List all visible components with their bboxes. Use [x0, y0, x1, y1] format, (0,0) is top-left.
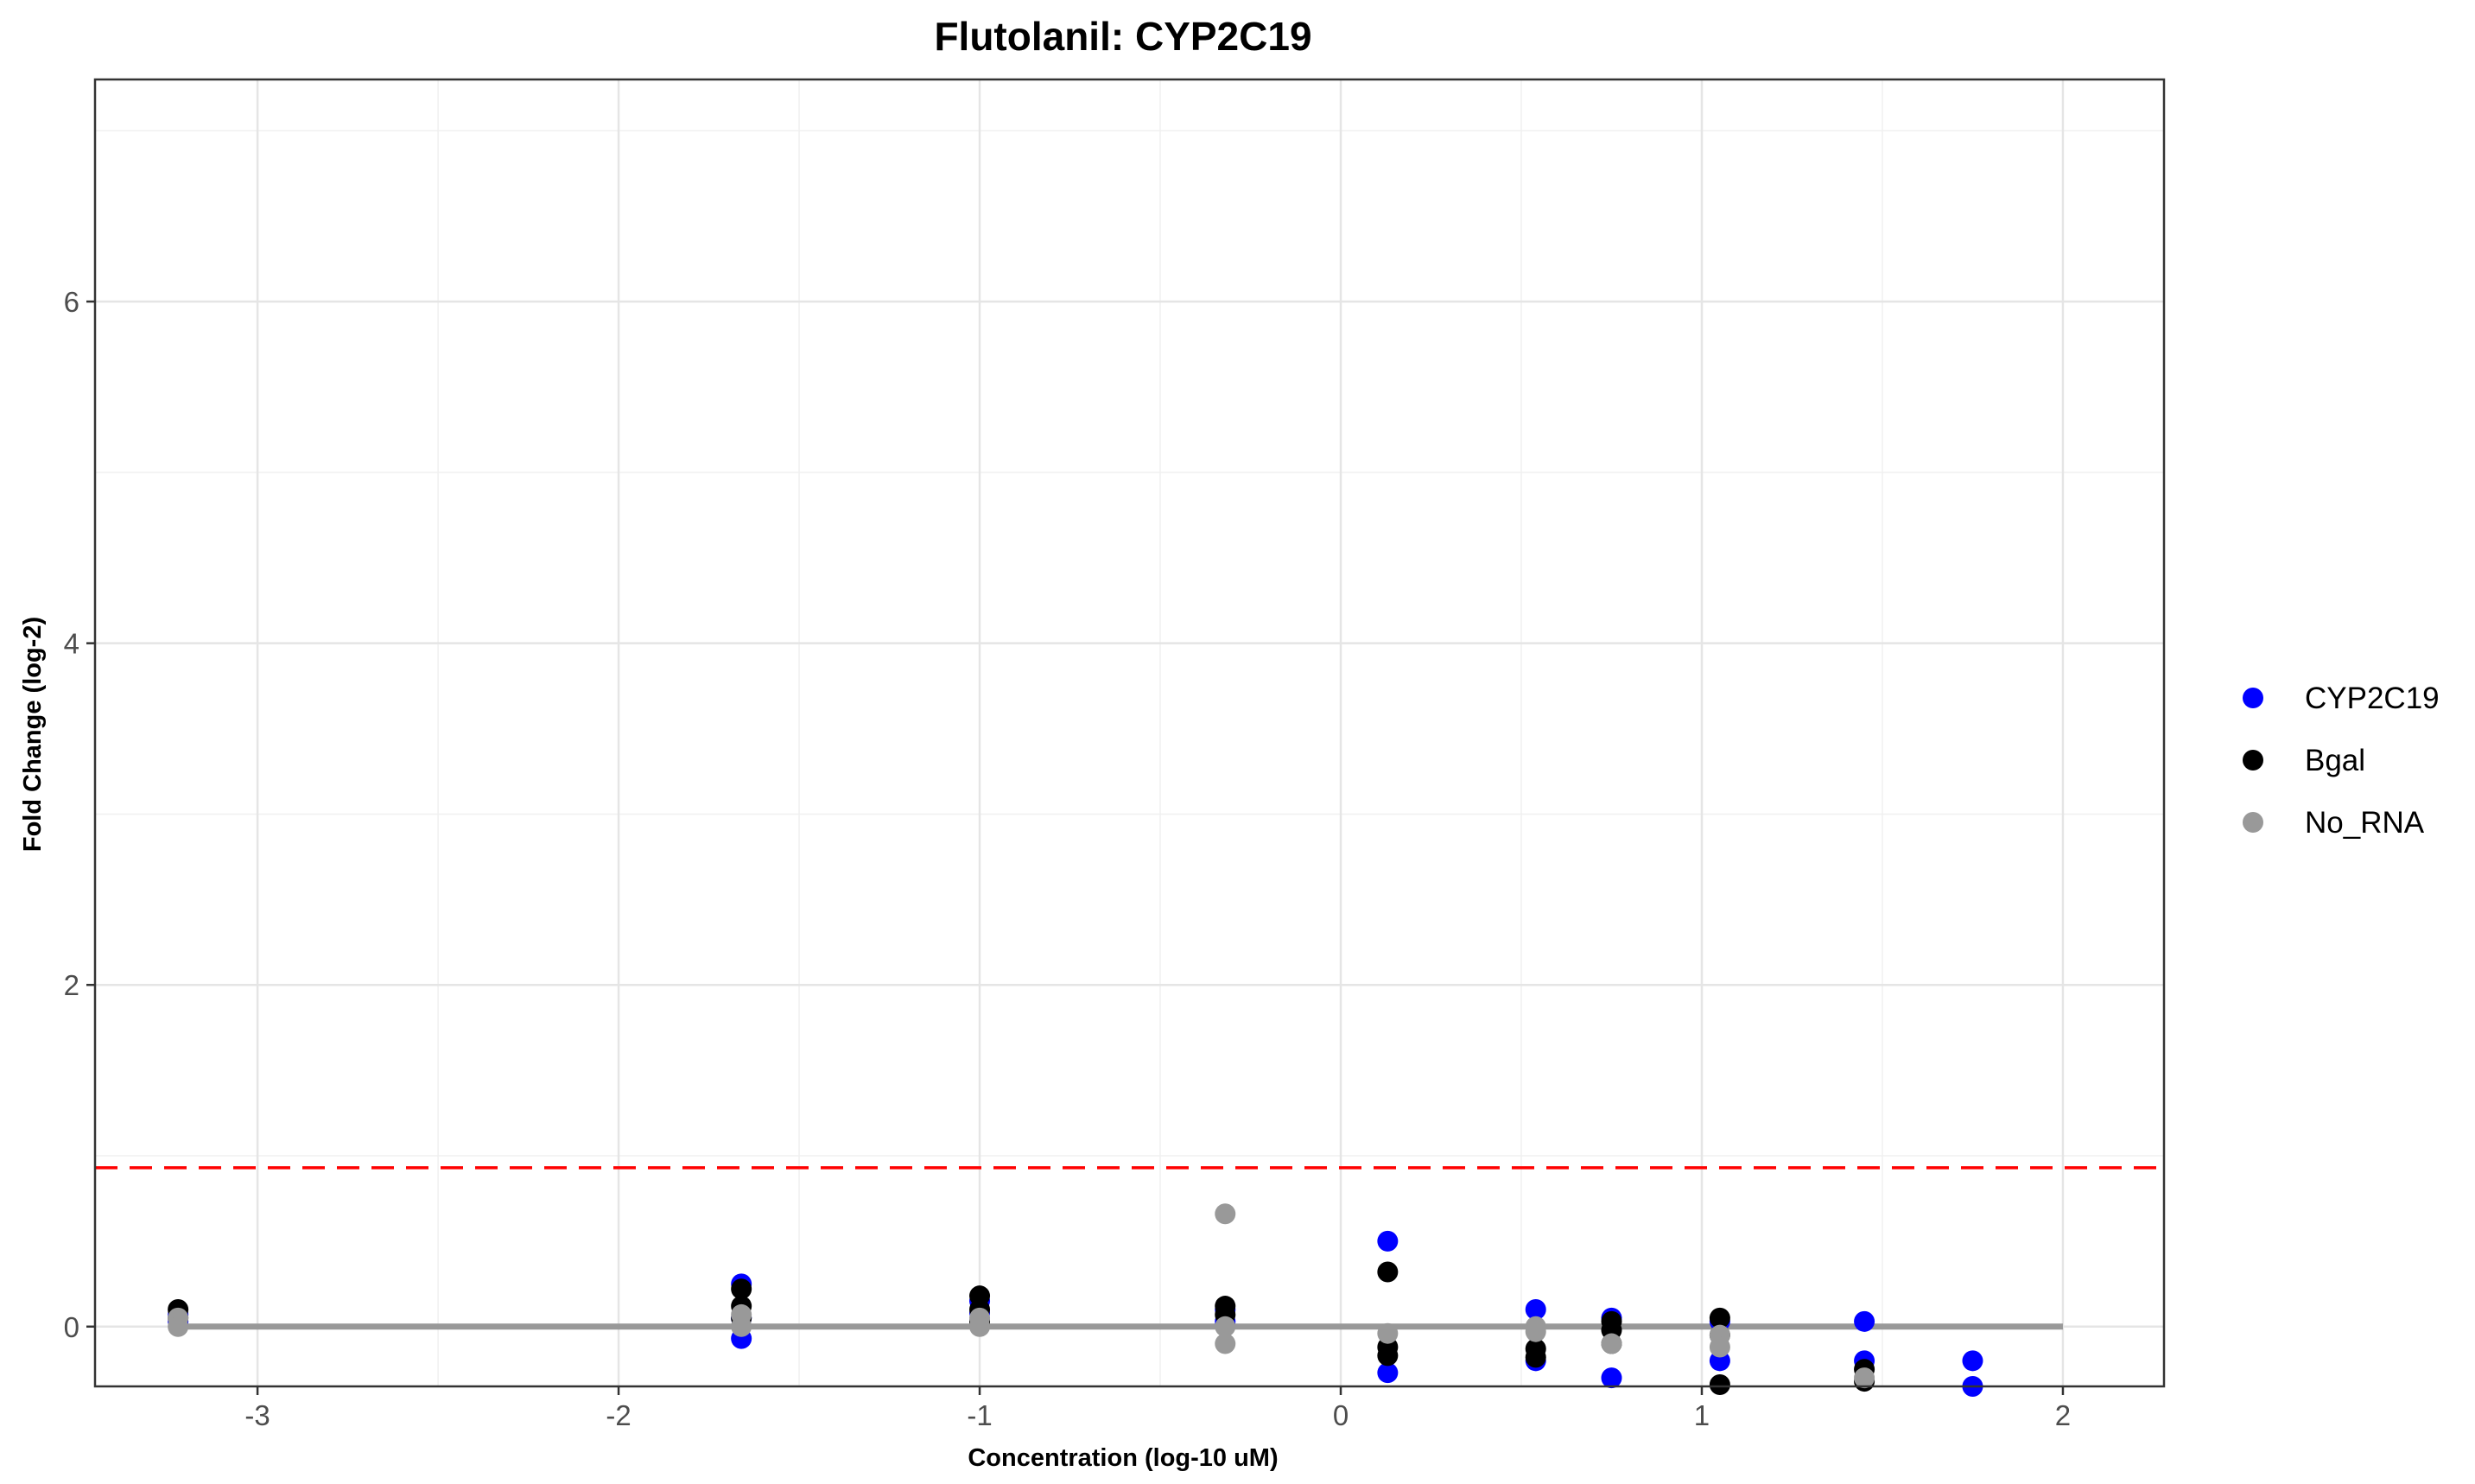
- data-point: [1854, 1310, 1875, 1332]
- legend-label: No_RNA: [2305, 806, 2425, 840]
- axis-layer: -3 -2 -1 0 1 2 0 2 4 6: [64, 286, 2072, 1431]
- data-point: [1962, 1350, 1983, 1372]
- data-point: [1377, 1322, 1399, 1344]
- y-tick-label: 4: [64, 628, 79, 660]
- x-tick-label: 0: [1333, 1399, 1349, 1431]
- data-point: [731, 1278, 752, 1300]
- y-tick-label: 0: [64, 1311, 79, 1343]
- data-point: [1601, 1333, 1622, 1354]
- data-point: [1377, 1362, 1399, 1384]
- chart-title: Flutolanil: CYP2C19: [934, 14, 1311, 59]
- data-point: [1215, 1316, 1236, 1337]
- legend-label: Bgal: [2305, 744, 2365, 777]
- data-point: [1377, 1230, 1399, 1252]
- data-point: [1215, 1203, 1236, 1225]
- data-point: [969, 1316, 991, 1337]
- y-tick-label: 6: [64, 286, 79, 318]
- y-axis-title: Fold Change (log-2): [19, 617, 47, 852]
- data-point: [1854, 1367, 1875, 1389]
- data-point: [1709, 1307, 1730, 1329]
- legend: CYP2C19 Bgal No_RNA: [2243, 682, 2440, 840]
- data-point: [1215, 1333, 1236, 1354]
- data-point: [1525, 1299, 1546, 1320]
- plot-border: [93, 78, 2166, 1388]
- x-tick-label: 2: [2055, 1399, 2071, 1431]
- x-axis-title: Concentration (log-10 uM): [968, 1444, 1278, 1472]
- data-point: [1377, 1261, 1399, 1283]
- y-tick-label: 2: [64, 969, 79, 1001]
- data-point: [168, 1316, 189, 1337]
- legend-key: [2243, 812, 2263, 833]
- data-point: [1709, 1374, 1730, 1396]
- legend-label: CYP2C19: [2305, 682, 2440, 715]
- data-point: [1709, 1336, 1730, 1358]
- x-tick-label: -2: [606, 1399, 631, 1431]
- data-point: [1525, 1347, 1546, 1368]
- series-no-rna: [168, 1203, 1875, 1389]
- x-tick-label: -1: [967, 1399, 992, 1431]
- data-point: [731, 1316, 752, 1337]
- data-point: [1377, 1345, 1399, 1367]
- grid-layer: [95, 79, 2164, 1386]
- x-tick-label: 1: [1694, 1399, 1710, 1431]
- legend-key: [2243, 688, 2263, 708]
- x-tick-label: -3: [244, 1399, 270, 1431]
- legend-key: [2243, 750, 2263, 771]
- data-point: [1601, 1367, 1622, 1389]
- data-point: [1525, 1321, 1546, 1342]
- plot-panel: [95, 79, 2164, 1386]
- series-layer: [95, 1166, 2164, 1397]
